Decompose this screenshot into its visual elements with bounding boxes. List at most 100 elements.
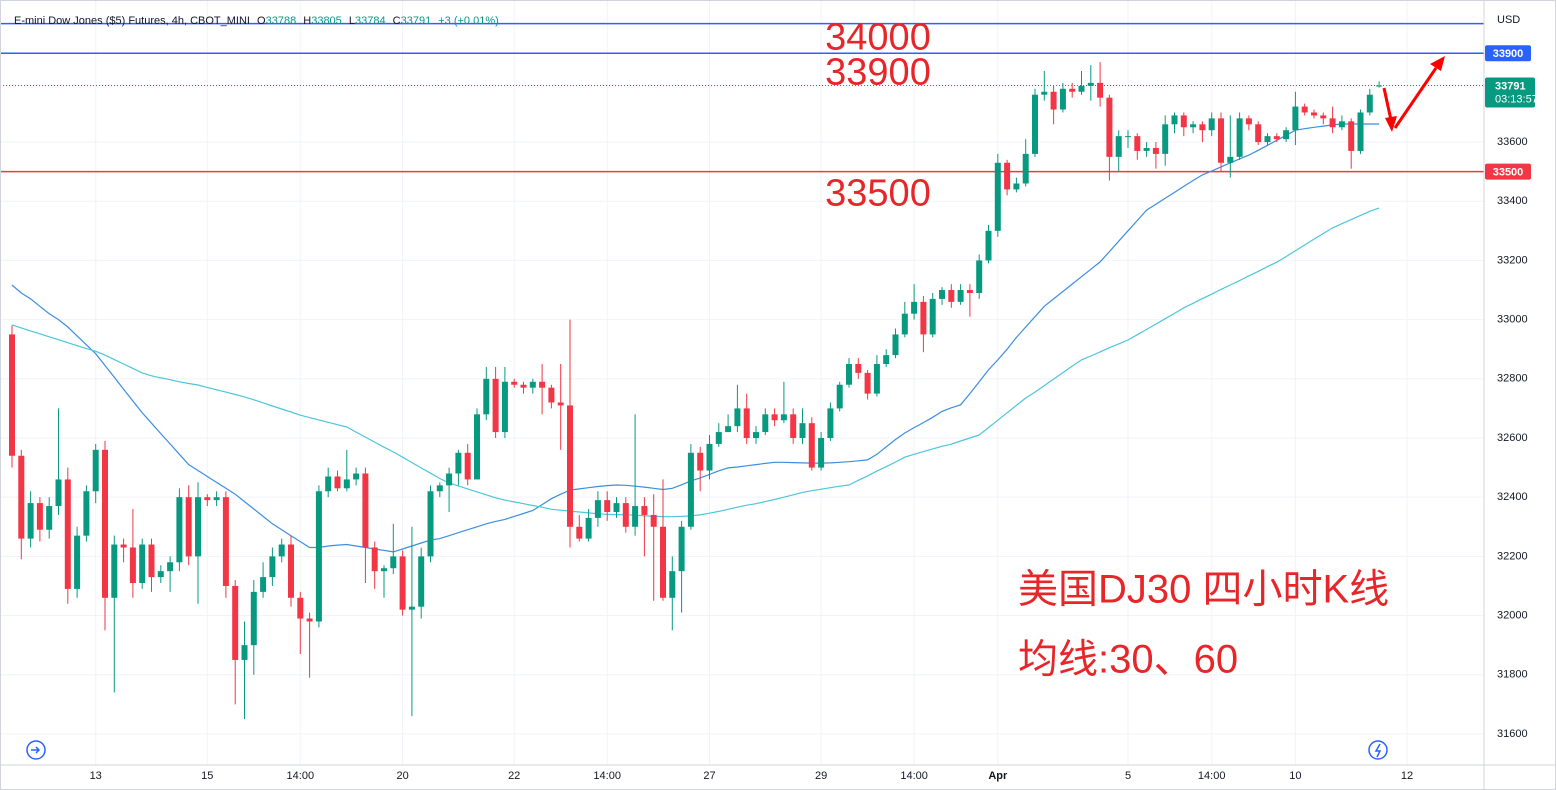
candle-body — [1273, 136, 1280, 140]
candle-body — [343, 479, 350, 489]
candle-body — [557, 402, 564, 406]
candle-body — [483, 378, 490, 415]
candle-body — [381, 568, 387, 572]
ohlc-label: C — [393, 15, 401, 27]
candle-body — [1264, 136, 1271, 143]
candle-body — [241, 645, 248, 660]
arrow — [1393, 67, 1438, 129]
candle-body — [362, 473, 369, 548]
candle-body — [1004, 162, 1011, 190]
candle-body — [399, 556, 406, 610]
last-price-badge — [1485, 77, 1535, 108]
candle-body — [669, 571, 676, 598]
candle-body — [111, 544, 118, 598]
candle-body — [371, 547, 378, 572]
candle-body — [1162, 124, 1169, 154]
candle-body — [818, 437, 825, 468]
header: E-mini Dow Jones ($5) Futures, 4h, CBOT_… — [14, 15, 499, 27]
candle-body — [892, 334, 899, 356]
x-tick-label: 14:00 — [593, 770, 621, 782]
candle-body — [1041, 91, 1048, 95]
candle-body — [83, 491, 90, 536]
candle-body — [1050, 91, 1057, 110]
candle-body — [446, 473, 453, 486]
ohlc-label: L — [349, 15, 355, 27]
icon-circle[interactable] — [1368, 740, 1388, 760]
candle-body — [725, 426, 732, 433]
candle-body — [567, 405, 573, 527]
candle-body — [46, 506, 53, 530]
candle-body — [492, 378, 499, 433]
candle-body — [455, 452, 462, 474]
y-tick-label: 33600 — [1497, 136, 1528, 148]
candle-body — [1311, 112, 1317, 116]
candle-body — [585, 517, 592, 539]
candle-body — [901, 313, 908, 335]
ohlc-value: 33784 — [355, 15, 386, 27]
ohlc-label: H — [303, 15, 311, 27]
annotation: 美国DJ30 四小时K线 — [1018, 568, 1389, 612]
candle-body — [1134, 136, 1141, 151]
candle-body — [222, 497, 229, 586]
level-label: 33900 — [825, 51, 931, 93]
candle-body — [994, 162, 1001, 231]
candle-body — [678, 526, 685, 572]
y-tick-label: 31800 — [1497, 669, 1528, 681]
candle-body — [27, 503, 34, 539]
candle-body — [641, 506, 648, 515]
candle-body — [1245, 118, 1252, 125]
candle-body — [632, 506, 639, 527]
x-tick-label: 27 — [703, 770, 715, 782]
candle-body — [102, 449, 108, 598]
annotation: 均线:30、60 — [1018, 638, 1238, 682]
candle-body — [1180, 115, 1187, 128]
ohlc-label: O — [257, 15, 266, 27]
candle-body — [734, 408, 741, 427]
candle-body — [148, 544, 155, 578]
candle-body — [418, 556, 425, 607]
candle-body — [353, 473, 360, 480]
candle-body — [780, 414, 787, 421]
candle-body — [855, 364, 862, 373]
candle-body — [576, 526, 583, 539]
icon[interactable] — [26, 740, 46, 760]
candle-body — [1143, 147, 1150, 151]
x-tick-label: 15 — [201, 770, 213, 782]
candle-body — [501, 381, 508, 433]
candle-body — [1376, 85, 1383, 87]
candle-body — [1106, 97, 1113, 157]
icon[interactable] — [1368, 740, 1388, 760]
candle-body — [464, 452, 471, 480]
candle-body — [167, 562, 174, 572]
candle-body — [1125, 136, 1131, 138]
candle-body — [74, 535, 81, 589]
candle-body — [660, 526, 666, 598]
arrows — [1382, 56, 1445, 132]
arrowhead — [1430, 56, 1445, 71]
candle-body — [176, 497, 183, 563]
candle-body — [232, 585, 239, 660]
y-tick-label: 33000 — [1497, 314, 1528, 326]
icon-circle[interactable] — [26, 740, 46, 760]
candle-body — [1022, 153, 1029, 184]
y-tick-label: 33400 — [1497, 195, 1528, 207]
ohlc-value: 33805 — [311, 15, 342, 27]
candle-body — [948, 290, 955, 302]
change: +3 (+0.01%) — [438, 15, 499, 27]
candle-body — [474, 414, 480, 480]
candle-body — [1097, 82, 1104, 98]
candle-body — [520, 384, 527, 388]
moving-average — [11, 207, 1380, 518]
candle-body — [315, 491, 322, 622]
candle-body — [762, 414, 769, 433]
candle-body — [790, 414, 797, 438]
candle-body — [1171, 115, 1178, 125]
candle-body — [753, 432, 759, 438]
x-tick-label: Apr — [988, 770, 1008, 782]
candle-body — [873, 364, 880, 394]
candle-body — [511, 381, 518, 385]
candle-body — [1357, 112, 1364, 151]
price-axis: 31600 31800 32000 32200 32400 32600 32800 33000… — [90, 14, 1538, 782]
